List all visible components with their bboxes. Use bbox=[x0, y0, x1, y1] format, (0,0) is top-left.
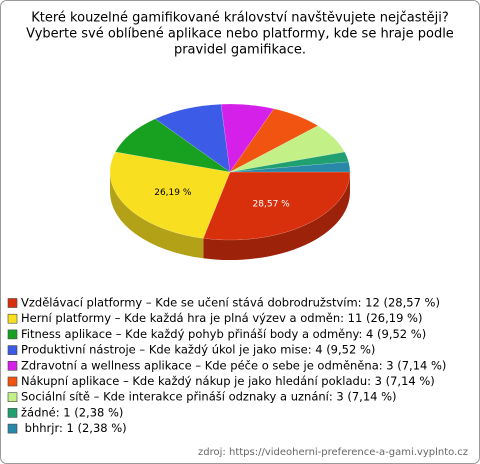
slice bbox=[229, 125, 346, 173]
legend-swatch bbox=[7, 423, 18, 434]
slice bbox=[229, 151, 349, 173]
legend-label: Sociální sítě – Kde interakce přináší od… bbox=[21, 390, 397, 404]
chart-title: Které kouzelné gamifikované království n… bbox=[31, 11, 449, 26]
legend-swatch bbox=[7, 298, 18, 308]
chart-title: Vyberte své oblíbené aplikace nebo platf… bbox=[26, 27, 454, 42]
slice bbox=[202, 171, 351, 241]
legend-swatch bbox=[7, 313, 18, 324]
slice bbox=[109, 151, 231, 239]
legend-label: Nákupní aplikace – Kde každý nákup je ja… bbox=[21, 374, 435, 388]
chart-title: pravidel gamifikace. bbox=[174, 43, 306, 58]
source: zdroj: https://videoherni-preference-a-g… bbox=[198, 447, 468, 458]
legend-label: Zdravotní a wellness aplikace – Kde péče… bbox=[21, 358, 446, 372]
legend-swatch bbox=[7, 329, 18, 340]
legend-label: bhhrjr: 1 (2,38 %) bbox=[21, 421, 127, 435]
slice-label: 28,57 % bbox=[253, 199, 291, 209]
slice bbox=[229, 161, 351, 173]
legend-swatch bbox=[7, 345, 18, 355]
legend-label: Produktivní nástroje – Kde každý úkol je… bbox=[21, 343, 375, 357]
slice-side bbox=[110, 172, 204, 259]
legend-label: Vzdělávací platformy – Kde se učení stáv… bbox=[21, 296, 440, 310]
slice-side bbox=[203, 172, 350, 260]
legend-label: žádné: 1 (2,38 %) bbox=[21, 405, 123, 419]
slice bbox=[154, 103, 231, 173]
slice bbox=[114, 118, 231, 173]
legend-swatch bbox=[7, 360, 18, 371]
legend-swatch bbox=[7, 408, 18, 418]
slice bbox=[229, 108, 319, 173]
legend-label: Herní platformy – Kde každá hra je plná … bbox=[21, 311, 422, 325]
slice-label: 26,19 % bbox=[154, 188, 192, 198]
legend-label: Fitness aplikace – Kde každý pohyb přiná… bbox=[21, 327, 426, 341]
legend-swatch bbox=[7, 376, 18, 387]
legend-swatch bbox=[7, 392, 18, 403]
slice bbox=[220, 103, 275, 173]
